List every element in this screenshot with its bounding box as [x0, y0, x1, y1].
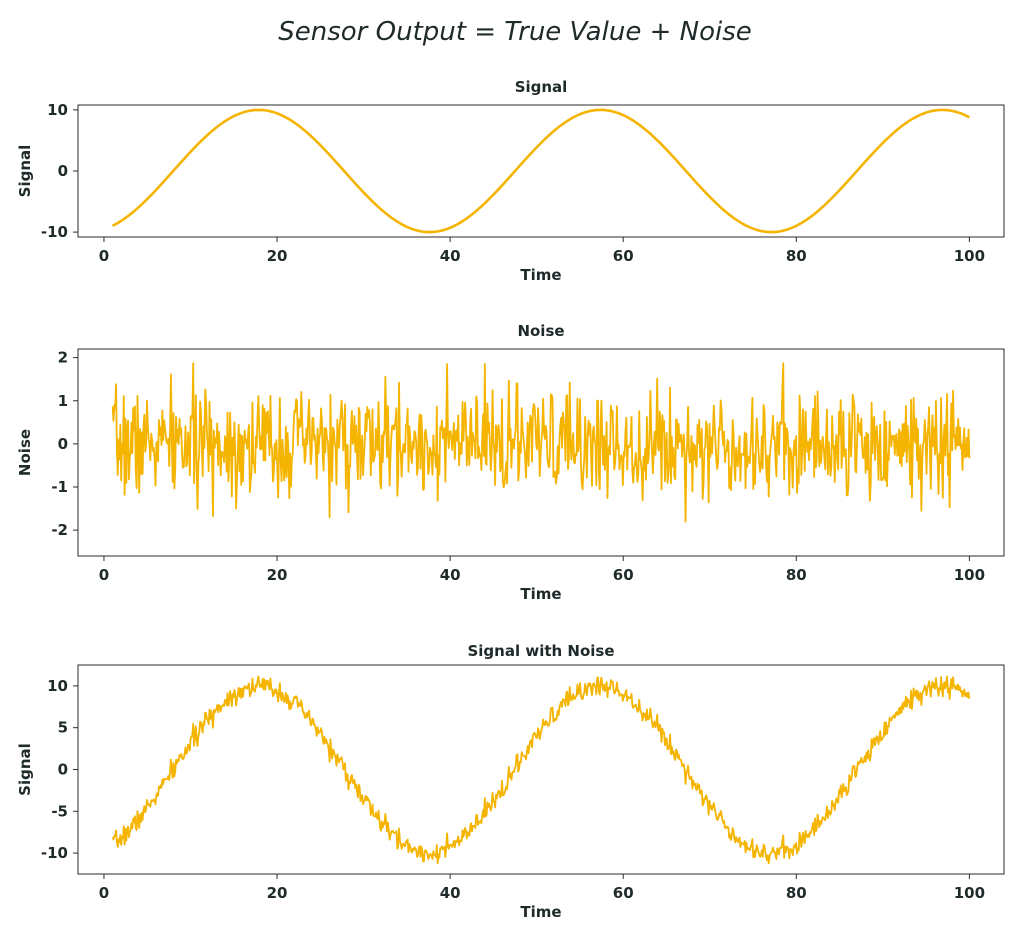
panel-title: Noise — [517, 322, 564, 340]
y-tick-label: 1 — [58, 392, 68, 410]
x-axis-label: Time — [520, 903, 561, 921]
y-tick-label: -1 — [51, 478, 68, 496]
y-tick-label: 5 — [58, 719, 68, 737]
y-tick-label: 10 — [47, 101, 68, 119]
y-tick-label: -2 — [51, 521, 68, 539]
x-tick-label: 60 — [613, 247, 634, 265]
series-line — [112, 108, 970, 234]
x-tick-label: 100 — [954, 247, 985, 265]
x-tick-label: 40 — [440, 884, 461, 902]
x-tick-label: 100 — [954, 566, 985, 584]
x-tick-label: 20 — [267, 247, 288, 265]
y-tick-label: 0 — [58, 761, 68, 779]
x-tick-label: 100 — [954, 884, 985, 902]
x-tick-label: 0 — [99, 566, 109, 584]
panel-title: Signal — [515, 78, 568, 96]
y-axis-label: Noise — [16, 429, 34, 476]
x-tick-label: 60 — [613, 884, 634, 902]
x-tick-label: 40 — [440, 247, 461, 265]
x-tick-label: 80 — [786, 566, 807, 584]
series-line — [111, 675, 971, 865]
x-tick-label: 40 — [440, 566, 461, 584]
y-tick-label: 0 — [58, 162, 68, 180]
chart-signal-with-noise: Signal with Noise 0 20 40 60 80 100 10 5 0 -5 -10 Ti… — [16, 642, 1005, 921]
plot-frame — [77, 104, 1005, 238]
y-tick-label: -5 — [51, 802, 68, 820]
chart-noise: Noise 0 20 40 60 80 100 2 1 0 -1 -2 Time Noise — [16, 322, 1005, 603]
x-tick-label: 80 — [786, 247, 807, 265]
x-tick-label: 20 — [267, 566, 288, 584]
plot-frame — [77, 348, 1005, 557]
y-tick-label: 2 — [58, 349, 68, 367]
x-tick-label: 60 — [613, 566, 634, 584]
y-tick-label: -10 — [41, 844, 68, 862]
y-tick-label: 0 — [58, 435, 68, 453]
x-tick-label: 80 — [786, 884, 807, 902]
plot-frame — [77, 664, 1005, 875]
x-tick-label: 20 — [267, 884, 288, 902]
series-line — [111, 362, 971, 523]
y-axis-label: Signal — [16, 145, 34, 198]
x-tick-label: 0 — [99, 884, 109, 902]
figure-title: Sensor Output = True Value + Noise — [278, 17, 752, 47]
x-axis-label: Time — [520, 585, 561, 603]
panel-title: Signal with Noise — [467, 642, 614, 660]
y-axis-label: Signal — [16, 743, 34, 796]
x-axis-label: Time — [520, 266, 561, 284]
y-tick-label: -10 — [41, 223, 68, 241]
x-tick-label: 0 — [99, 247, 109, 265]
y-tick-label: 10 — [47, 677, 68, 695]
